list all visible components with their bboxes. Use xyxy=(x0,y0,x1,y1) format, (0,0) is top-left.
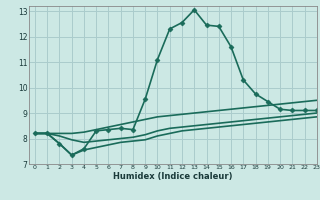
X-axis label: Humidex (Indice chaleur): Humidex (Indice chaleur) xyxy=(113,172,233,181)
